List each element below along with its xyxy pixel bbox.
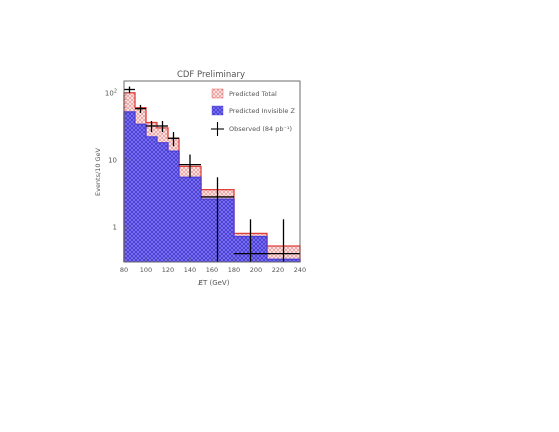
chart-title: CDF Preliminary [177,70,245,80]
legend-swatch-predicted-invisible-z [211,105,224,116]
observed-data-point [146,120,157,133]
y-tick-label: 102 [105,88,117,97]
predicted-invisible-z-bar [168,151,179,262]
x-tick-label: 240 [294,266,306,274]
predicted-invisible-z-bar [146,136,157,262]
legend: Predicted Total Predicted Invisible Z Ob… [211,88,295,136]
observed-data-point [157,120,168,133]
predicted-invisible-z-outline [123,111,301,262]
observed-data-point [201,177,234,262]
observed-data-point [179,154,201,178]
x-tick-label: 220 [272,266,284,274]
x-tick-label: 140 [184,266,196,274]
x-axis-ticks: 80 100 120 140 160 180 200 220 240 [120,258,306,274]
legend-label-observed: Observed (84 pb⁻¹) [229,125,292,133]
predicted-invisible-z-bar [124,111,135,262]
observed-points [124,86,300,262]
observed-data-point [267,219,300,262]
x-tick-label: 160 [206,266,218,274]
observed-data-point [124,86,135,93]
x-tick-label: 120 [162,266,174,274]
legend-label-predicted-total: Predicted Total [229,90,277,98]
y-axis-ticks: 102 10 1 [105,88,129,263]
y-axis-label: Events/10 GeV [94,147,102,196]
y-tick-label: 10 [108,156,117,164]
predicted-invisible-z-bar [157,142,168,262]
x-tick-label: 200 [250,266,262,274]
observed-data-point [234,219,267,262]
x-tick-label: 80 [120,266,128,274]
x-axis-label: E̸T (GeV) [197,279,230,287]
y-tick-label: 1 [113,223,117,231]
observed-data-point [135,104,146,113]
legend-swatch-predicted-total [211,88,224,99]
legend-label-predicted-invisible-z: Predicted Invisible Z [229,107,295,115]
predicted-invisible-z-bar [135,124,146,262]
x-tick-label: 180 [228,266,240,274]
legend-symbol-observed [211,122,224,136]
observed-data-point [168,132,179,147]
predicted-invisible-z-bar [179,177,201,262]
x-tick-label: 100 [140,266,152,274]
